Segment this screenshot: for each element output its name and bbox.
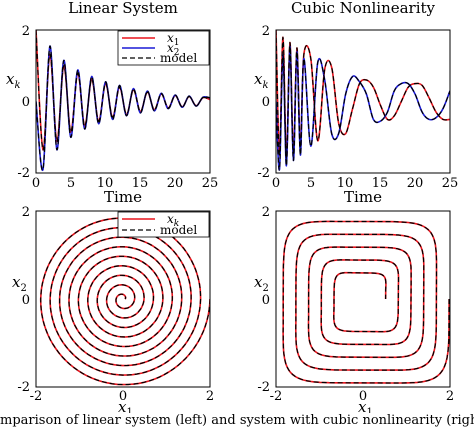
x-tick-label: 10 xyxy=(337,176,354,191)
y-axis-label-cubic-phase: x2 xyxy=(254,273,269,294)
y-ticks-linear: 2 0 -2 xyxy=(17,24,30,181)
y-axis-label-cubic: xk xyxy=(254,70,269,91)
chart-linear-phase: 2 0 -2 -2 0 2 x1 x2 xk model xyxy=(12,205,214,413)
series-model-phase-line xyxy=(282,220,450,384)
x-tick-label: 0 xyxy=(359,389,367,404)
legend-box xyxy=(117,211,210,238)
x-ticks-linear-phase: -2 0 2 xyxy=(30,389,214,404)
legend-label-xk: xk xyxy=(167,212,179,229)
x-tick-label: 15 xyxy=(372,176,389,191)
plot-frame-linear-phase xyxy=(35,210,211,388)
y-tick-label: -2 xyxy=(17,380,30,395)
y-tick-label: 0 xyxy=(262,293,270,308)
data-lines-cubic xyxy=(276,30,450,171)
data-lines-linear-phase xyxy=(39,217,210,386)
x-tick-label: 0 xyxy=(272,176,280,191)
x-tick-label: 25 xyxy=(442,176,459,191)
x-tick-label: 15 xyxy=(132,176,149,191)
series-model-x1-line xyxy=(276,30,450,160)
chart-title-linear: Linear System xyxy=(68,0,178,17)
legend-linear: x1 x2 model xyxy=(117,30,210,66)
y-axis-label-linear: xk xyxy=(6,70,21,91)
x-ticks-linear: 0 5 10 15 20 25 xyxy=(32,176,218,191)
data-lines-linear xyxy=(36,30,210,171)
x-tick-label: 2 xyxy=(446,389,454,404)
x-tick-label: 25 xyxy=(202,176,219,191)
y-ticks-cubic: 2 0 -2 xyxy=(257,24,270,181)
chart-linear-time: Linear System 2 0 -2 0 5 10 15 20 25 Tim… xyxy=(6,0,218,206)
data-lines-cubic-phase xyxy=(282,220,450,384)
chart-title-cubic: Cubic Nonlinearity xyxy=(291,0,436,17)
y-tick-label: 2 xyxy=(22,205,30,220)
x-tick-label: 20 xyxy=(167,176,184,191)
legend-label-model: model xyxy=(160,51,197,65)
y-tick-label: 2 xyxy=(262,205,270,220)
x-ticks-cubic: 0 5 10 15 20 25 xyxy=(272,176,458,191)
y-tick-label: 2 xyxy=(22,24,30,39)
x-tick-label: 5 xyxy=(67,176,75,191)
chart-cubic-time: Cubic Nonlinearity 2 0 -2 0 5 10 15 20 2… xyxy=(254,0,458,206)
y-tick-label: -2 xyxy=(17,166,30,181)
x-axis-label-cubic: Time xyxy=(344,188,382,206)
figure: Linear System 2 0 -2 0 5 10 15 20 25 Tim… xyxy=(6,0,458,413)
series-model-x2-line xyxy=(36,45,210,171)
x-tick-label: 5 xyxy=(307,176,315,191)
x-ticks-cubic-phase: -2 0 2 xyxy=(270,389,454,404)
x-tick-label: -2 xyxy=(270,389,283,404)
figure-caption: mparison of linear system (left) and sys… xyxy=(0,413,474,428)
y-tick-label: 0 xyxy=(22,95,30,110)
legend-label-x2: x2 xyxy=(167,41,180,58)
x-tick-label: 0 xyxy=(119,389,127,404)
x-axis-label-linear-phase: x1 xyxy=(118,398,133,413)
y-ticks-cubic-phase: 2 0 -2 xyxy=(257,205,270,395)
legend-linear-phase: xk model xyxy=(117,211,210,238)
plot-frame-linear xyxy=(35,29,211,174)
y-tick-label: 0 xyxy=(262,95,270,110)
plot-frame-cubic xyxy=(275,29,451,174)
x-axis-label-linear: Time xyxy=(104,188,142,206)
x-tick-label: 20 xyxy=(407,176,424,191)
y-ticks-linear-phase: 2 0 -2 xyxy=(17,205,30,395)
x-tick-label: 2 xyxy=(206,389,214,404)
x-tick-label: 0 xyxy=(32,176,40,191)
series-model-phase-line xyxy=(40,217,210,386)
x-tick-label: 10 xyxy=(97,176,114,191)
y-tick-label: -2 xyxy=(257,380,270,395)
legend-label-x1: x1 xyxy=(167,31,180,48)
plot-frame-cubic-phase xyxy=(275,210,451,388)
y-axis-label-linear-phase: x2 xyxy=(12,273,27,294)
series-model-x2-line xyxy=(276,45,450,171)
y-tick-label: -2 xyxy=(257,166,270,181)
y-tick-label: 2 xyxy=(262,24,270,39)
x-tick-label: -2 xyxy=(30,389,43,404)
x-axis-label-cubic-phase: x1 xyxy=(358,398,373,413)
legend-label-model: model xyxy=(160,223,197,237)
chart-cubic-phase: 2 0 -2 -2 0 2 x1 x2 xyxy=(254,205,454,413)
y-tick-label: 0 xyxy=(22,293,30,308)
